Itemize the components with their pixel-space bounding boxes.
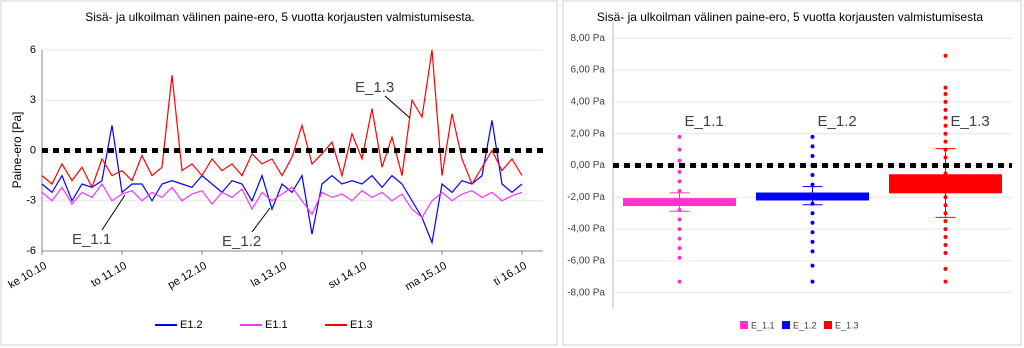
y-tick-label: 3: [30, 94, 36, 106]
point: [677, 236, 682, 241]
point: [677, 134, 682, 139]
x-tick-label: ke 10.10: [6, 260, 49, 291]
point: [943, 123, 948, 128]
point: [810, 279, 815, 284]
y-tick-label: -3: [26, 195, 36, 207]
point: [677, 279, 682, 284]
point: [810, 211, 815, 216]
right-panel: [562, 0, 1022, 346]
y-tick-label: 0,00 Pa: [571, 160, 606, 171]
point: [943, 250, 948, 255]
point: [677, 246, 682, 251]
category-label: E_1.1: [685, 113, 724, 130]
point: [677, 255, 682, 260]
x-tick-label: su 14.10: [326, 260, 369, 291]
point: [943, 227, 948, 232]
point: [677, 147, 682, 152]
leader-line: [384, 95, 411, 119]
point: [677, 217, 682, 222]
legend-label: E1.3: [350, 319, 373, 331]
x-tick-label: ma 15.10: [403, 260, 449, 293]
x-tick-label: la 13.10: [249, 260, 289, 290]
legend-swatch: [740, 321, 748, 329]
point: [810, 182, 815, 187]
point: [943, 266, 948, 271]
y-tick-label: 6,00 Pa: [571, 65, 606, 76]
point: [810, 263, 815, 268]
point: [677, 227, 682, 232]
point: [810, 134, 815, 139]
x-tick-label: ti 16.10: [492, 260, 529, 288]
left-panel: [0, 0, 558, 346]
point: [677, 179, 682, 184]
y-tick-label: 0: [30, 144, 36, 156]
annotation: E_1.2: [222, 233, 261, 250]
y-tick-label: 2,00 Pa: [571, 128, 606, 139]
point: [943, 85, 948, 90]
legend-label: E1.1: [265, 319, 288, 331]
legend-label: E_1.2: [793, 320, 817, 330]
y-tick-label: 6: [30, 44, 36, 56]
chart-title: Sisä- ja ulkoilman välinen paine-ero, 5 …: [85, 10, 475, 24]
category-label: E_1.2: [818, 113, 857, 130]
point: [677, 158, 682, 163]
legend-swatch: [782, 321, 790, 329]
legend-label: E1.2: [180, 319, 203, 331]
point: [943, 115, 948, 120]
point: [943, 139, 948, 144]
y-tick-label: -2,00 Pa: [567, 192, 605, 203]
point: [810, 220, 815, 225]
y-tick-label: -4,00 Pa: [567, 224, 605, 235]
y-tick-label: -8,00 Pa: [567, 287, 605, 298]
point: [810, 239, 815, 244]
x-tick-label: to 11.10: [89, 260, 129, 290]
y-tick-label: 4,00 Pa: [571, 97, 606, 108]
point: [943, 131, 948, 136]
point: [943, 91, 948, 96]
legend-label: E_1.3: [835, 320, 859, 330]
series-line: [41, 120, 523, 245]
point: [943, 219, 948, 224]
chart-title: Sisä- ja ulkoilman välinen paine-ero, 5 …: [597, 10, 984, 24]
legend-label: E_1.1: [751, 320, 775, 330]
point: [943, 107, 948, 112]
y-axis-label: Paine-ero [Pa]: [10, 112, 24, 189]
series-line: [41, 182, 523, 219]
leader-line: [101, 194, 126, 231]
point: [943, 99, 948, 104]
point: [810, 173, 815, 178]
annotation: E_1.3: [355, 79, 394, 96]
point: [943, 243, 948, 247]
y-tick-label: 8,00 Pa: [571, 33, 606, 44]
y-tick-label: -6,00 Pa: [567, 256, 605, 267]
point: [677, 188, 682, 193]
series-line: [41, 49, 523, 189]
annotation: E_1.1: [72, 231, 111, 248]
point: [810, 153, 815, 158]
point: [943, 53, 948, 58]
legend-swatch: [824, 321, 832, 329]
point: [810, 144, 815, 149]
point: [943, 279, 948, 284]
y-tick-label: -6: [26, 245, 36, 257]
point: [810, 230, 815, 235]
point: [810, 249, 815, 254]
leader-line: [251, 207, 271, 233]
category-label: E_1.3: [951, 113, 990, 130]
point: [677, 169, 682, 174]
point: [943, 235, 948, 240]
x-tick-label: pe 12.10: [166, 260, 209, 292]
